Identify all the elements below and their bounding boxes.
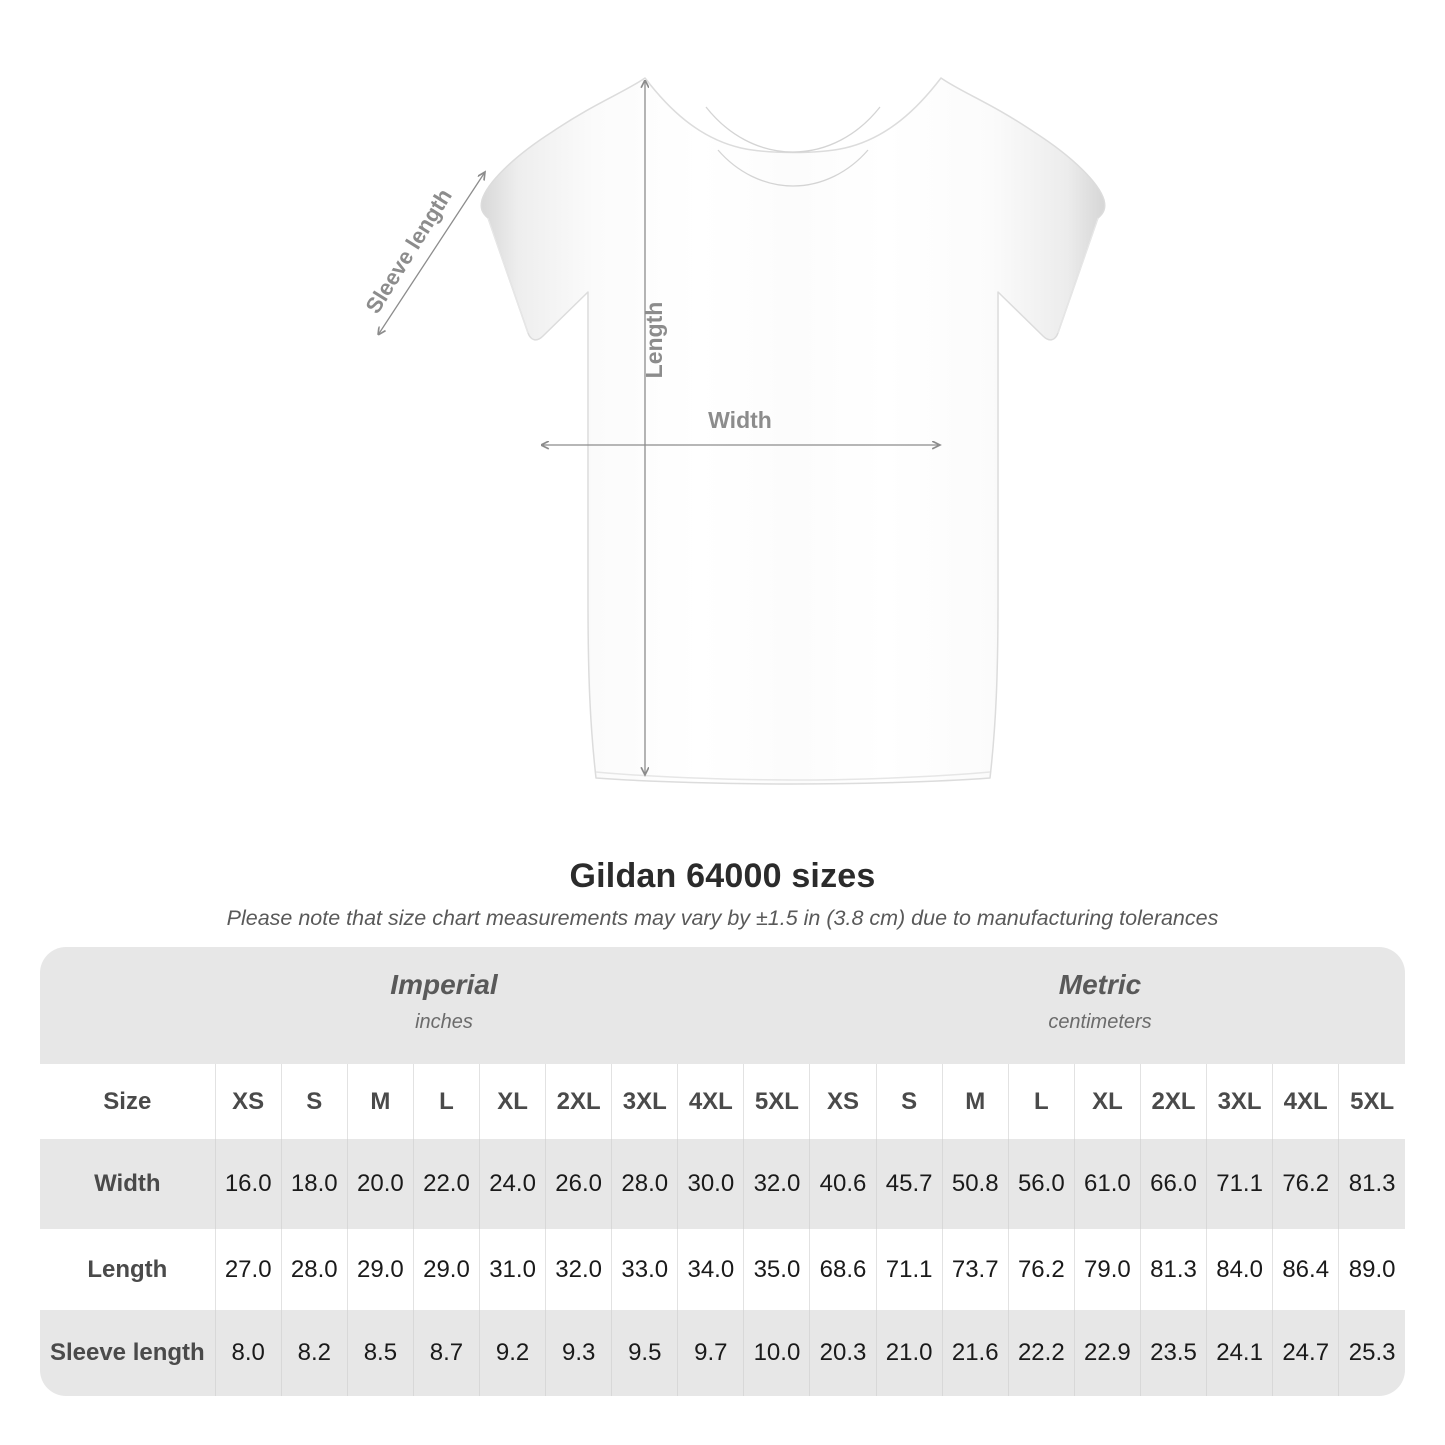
svg-text:Sleeve length: Sleeve length	[360, 184, 456, 318]
svg-text:Width: Width	[708, 407, 772, 433]
svg-text:Length: Length	[641, 302, 667, 379]
